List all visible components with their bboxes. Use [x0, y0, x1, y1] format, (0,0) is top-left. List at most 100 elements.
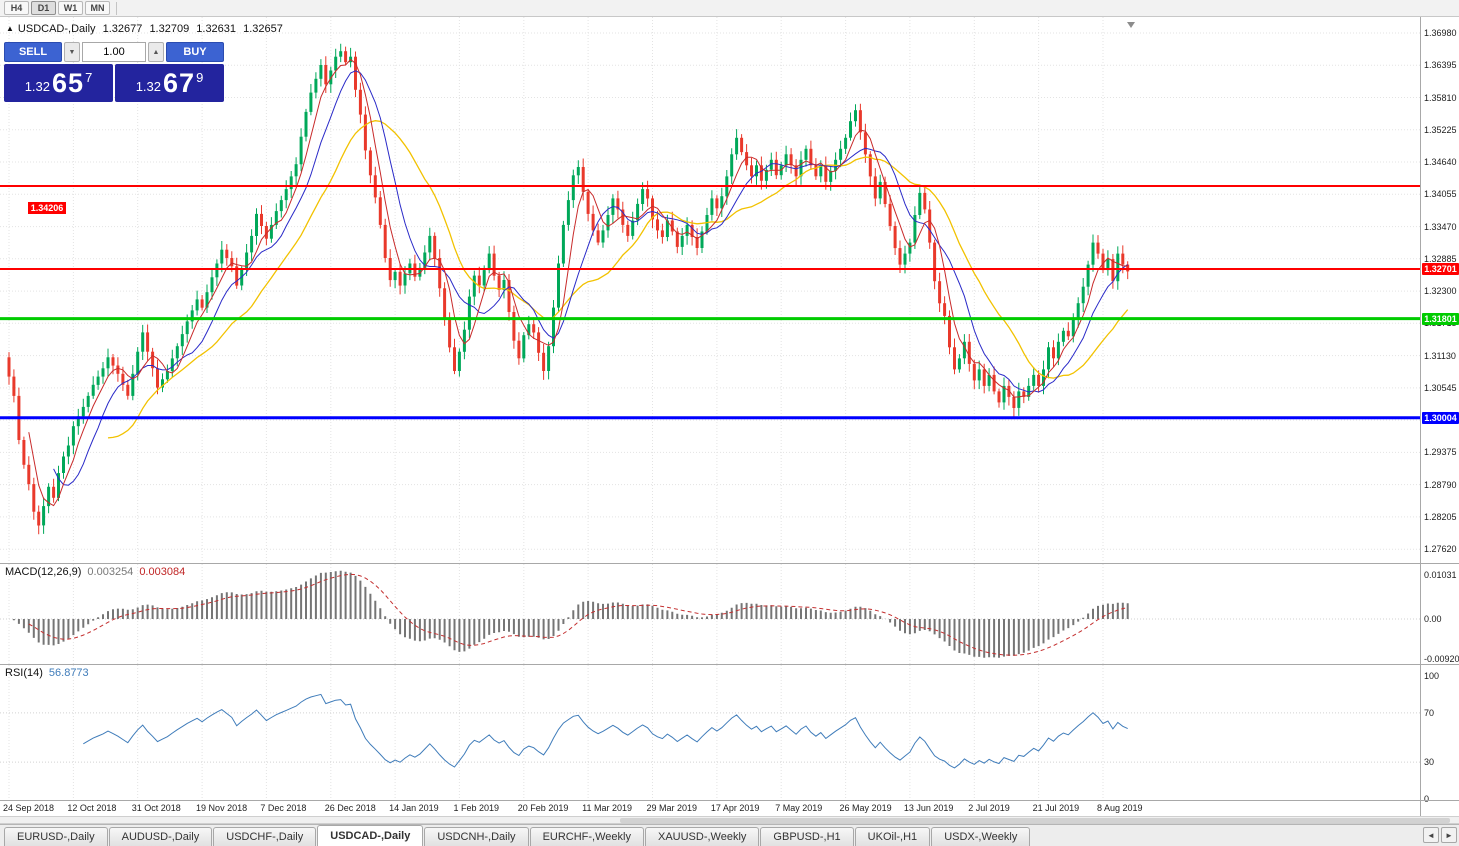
price-tick-label: 1.28205: [1424, 511, 1457, 522]
price-tick-label: 1.28790: [1424, 479, 1457, 490]
volume-input[interactable]: [82, 42, 146, 62]
rsi-value: 56.8773: [48, 667, 89, 679]
chart-tabs: EURUSD-,Daily AUDUSD-,Daily USDCHF-,Daily U…: [3, 825, 1031, 846]
price-tick-label: 1.35225: [1424, 124, 1457, 135]
price-tick-label: 1.35810: [1424, 92, 1457, 103]
sell-button[interactable]: SELL: [4, 42, 62, 62]
pane-separator[interactable]: [0, 664, 1459, 665]
ma-mid-line: [53, 70, 1128, 486]
ma-slow-line: [107, 120, 1129, 439]
price-line-badge: 1.31801: [1422, 312, 1459, 325]
timeframe-button-w1[interactable]: W1: [58, 1, 83, 15]
horizontal-scrollbar[interactable]: [0, 816, 1459, 824]
rsi-indicator-pane[interactable]: [0, 665, 1420, 800]
price-tick-label: 1.29375: [1424, 447, 1457, 458]
time-axis: 24 Sep 2018 12 Oct 2018 31 Oct 2018 19 Nov …: [0, 801, 1420, 815]
tab-scroll-buttons: ◄ ►: [1423, 827, 1457, 843]
time-axis-label: 17 Apr 2019: [710, 803, 760, 813]
chart-tabs-bar: EURUSD-,Daily AUDUSD-,Daily USDCHF-,Daily U…: [0, 824, 1459, 846]
time-axis-label: 13 Jun 2019: [903, 803, 954, 813]
time-axis-label: 26 May 2019: [839, 803, 892, 813]
chart-tab-audusd-daily[interactable]: AUDUSD-,Daily: [108, 827, 213, 846]
time-axis-label: 2 Jul 2019: [968, 803, 1010, 813]
hline-price-badge-left: 1.34206: [28, 201, 66, 214]
symbol-marker-icon: ▲: [6, 24, 14, 33]
sell-price-pipette: 7: [85, 70, 93, 85]
chart-tab-usdx-weekly[interactable]: USDX-,Weekly: [931, 827, 1031, 846]
macd-label: MACD(12,26,9): [5, 566, 82, 578]
price-tick-label: 1.34640: [1424, 157, 1457, 168]
time-axis-label: 11 Mar 2019: [582, 803, 633, 813]
macd-axis-label: -0.00920: [1424, 653, 1459, 664]
volume-decrement-button[interactable]: ▼: [64, 42, 80, 62]
buy-price-main: 67: [163, 67, 196, 98]
price-tick-label: 1.36395: [1424, 60, 1457, 71]
price-tick-label: 1.32300: [1424, 286, 1457, 297]
top-toolbar: H4 D1 W1 MN: [0, 0, 1459, 17]
macd-indicator-pane[interactable]: [0, 564, 1420, 664]
price-axis: 1.36980 1.36395 1.35810 1.35225 1.34640 1.340…: [1420, 17, 1459, 816]
quote-close-value: 1.32657: [243, 23, 283, 35]
macd-header: MACD(12,26,9) 0.003254 0.003084: [5, 566, 185, 578]
quote-symbol: USDCAD-,Daily: [17, 23, 96, 35]
buy-price-display[interactable]: 1.32 67 9: [115, 64, 224, 102]
macd-histogram: [12, 570, 1129, 658]
price-tick-label: 1.31130: [1424, 350, 1456, 361]
timeframe-button-mn[interactable]: MN: [85, 1, 110, 15]
buy-price-prefix: 1.32: [135, 79, 162, 94]
time-axis-label: 29 Mar 2019: [646, 803, 698, 813]
time-axis-label: 21 Jul 2019: [1032, 803, 1080, 813]
chart-shift-marker-icon[interactable]: [1127, 22, 1135, 28]
pane-separator[interactable]: [0, 800, 1459, 801]
rsi-label: RSI(14): [5, 667, 43, 679]
sell-price-display[interactable]: 1.32 65 7: [4, 64, 113, 102]
chart-tab-eurusd-daily[interactable]: EURUSD-,Daily: [4, 827, 108, 846]
rsi-axis-label: 70: [1424, 707, 1435, 718]
timeframe-button-group: H4 D1 W1 MN: [4, 1, 112, 15]
price-tick-label: 1.34055: [1424, 189, 1457, 200]
chart-tab-ukoil-h1[interactable]: UKOil-,H1: [854, 827, 931, 846]
tabs-scroll-right-button[interactable]: ►: [1441, 827, 1457, 843]
time-axis-label: 26 Dec 2018: [324, 803, 376, 813]
chart-tab-usdcnh-daily[interactable]: USDCNH-,Daily: [424, 827, 529, 846]
macd-main-value: 0.003254: [87, 566, 134, 578]
candlestick-series: [7, 43, 1130, 535]
tabs-scroll-left-button[interactable]: ◄: [1423, 827, 1439, 843]
chart-tab-gbpusd-h1[interactable]: GBPUSD-,H1: [760, 827, 854, 846]
price-line-badge: 1.32701: [1422, 262, 1459, 275]
chart-tab-usdcad-daily[interactable]: USDCAD-,Daily: [317, 825, 424, 846]
toolbar-separator: [116, 1, 117, 15]
timeframe-button-d1[interactable]: D1: [31, 1, 56, 15]
time-axis-label: 24 Sep 2018: [3, 803, 55, 813]
sell-price-prefix: 1.32: [24, 79, 51, 94]
time-axis-label: 12 Oct 2018: [67, 803, 117, 813]
time-axis-label: 8 Aug 2019: [1096, 803, 1143, 813]
timeframe-button-h4[interactable]: H4: [4, 1, 29, 15]
pane-separator[interactable]: [0, 563, 1459, 564]
price-tick-label: 1.30545: [1424, 382, 1457, 393]
chart-tab-xauusd-weekly[interactable]: XAUUSD-,Weekly: [644, 827, 760, 846]
rsi-header: RSI(14) 56.8773: [5, 667, 89, 679]
price-tick-label: 1.33470: [1424, 221, 1457, 232]
time-axis-label: 14 Jan 2019: [389, 803, 439, 813]
rsi-line: [83, 693, 1128, 769]
price-chart-pane[interactable]: [0, 17, 1420, 563]
time-axis-label: 7 May 2019: [775, 803, 823, 813]
macd-signal-value: 0.003084: [139, 566, 186, 578]
time-axis-label: 7 Dec 2018: [260, 803, 307, 813]
time-axis-label: 1 Feb 2019: [453, 803, 499, 813]
rsi-axis-label: 100: [1424, 671, 1440, 681]
time-axis-label: 19 Nov 2018: [196, 803, 248, 813]
chart-tab-eurchf-weekly[interactable]: EURCHF-,Weekly: [529, 827, 644, 846]
chart-tab-usdchf-daily[interactable]: USDCHF-,Daily: [213, 827, 317, 846]
grid-lines: [0, 665, 1420, 800]
grid-lines: [0, 17, 1420, 563]
macd-axis-label: 0.00: [1424, 613, 1442, 624]
volume-increment-button[interactable]: ▲: [148, 42, 164, 62]
scrollbar-thumb[interactable]: [620, 818, 1450, 823]
buy-button[interactable]: BUY: [166, 42, 224, 62]
buy-price-pipette: 9: [196, 70, 204, 85]
ma-fast-line: [28, 58, 1128, 507]
